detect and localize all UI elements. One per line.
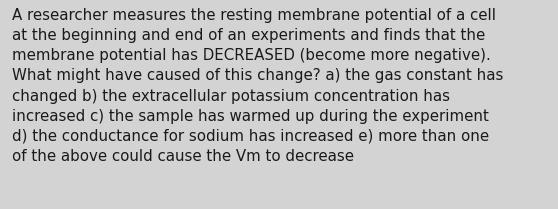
Text: A researcher measures the resting membrane potential of a cell
at the beginning : A researcher measures the resting membra…	[12, 8, 504, 164]
